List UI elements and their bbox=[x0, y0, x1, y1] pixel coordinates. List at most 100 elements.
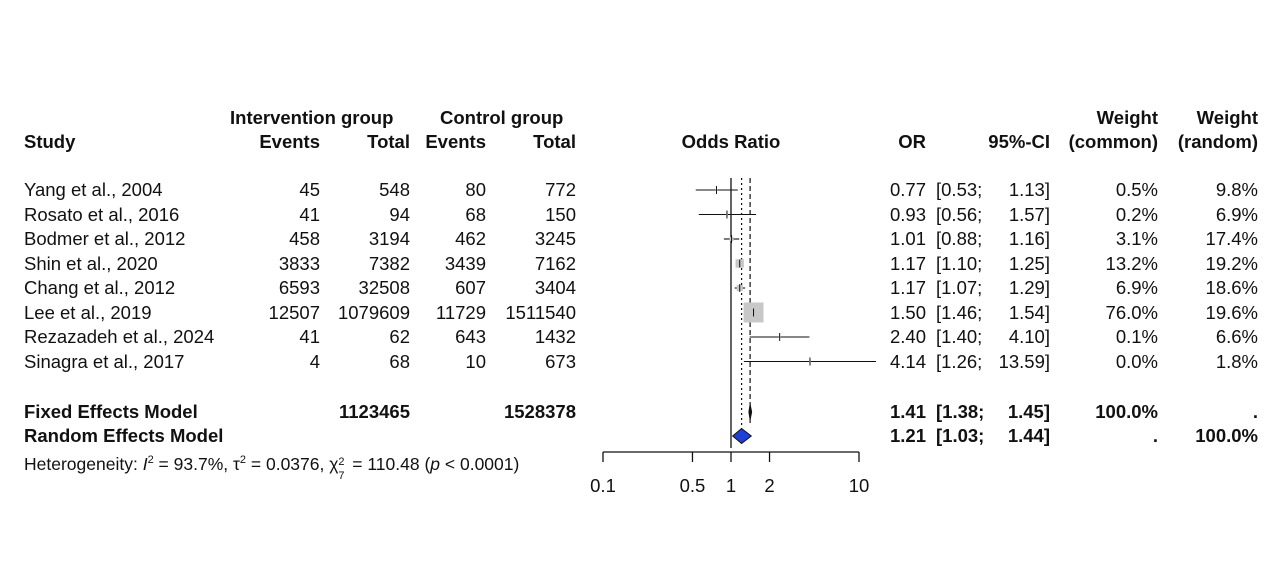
study-weight-common: 0.0% bbox=[1115, 350, 1158, 372]
random-model-or: 1.21 bbox=[889, 425, 926, 446]
total-control: 673 bbox=[545, 350, 576, 372]
total-control: 1432 bbox=[534, 326, 576, 347]
events-intervention: 4 bbox=[309, 350, 320, 372]
study-weight-random: 18.6% bbox=[1205, 277, 1258, 298]
chi-value: = 110.48 ( bbox=[347, 453, 431, 474]
study-weight-random: 9.8% bbox=[1215, 179, 1258, 200]
random-model-ci-lower: [1.03; bbox=[936, 425, 985, 446]
study-ci-upper: 4.10] bbox=[1008, 326, 1050, 347]
total-intervention: 68 bbox=[389, 350, 410, 372]
events-control: 68 bbox=[465, 203, 486, 225]
total-intervention-header: Total bbox=[367, 131, 410, 152]
fixed-model-or: 1.41 bbox=[889, 401, 926, 422]
study-ci-upper: 1.13] bbox=[1008, 179, 1050, 200]
weight-header-common: Weight bbox=[1096, 107, 1158, 128]
fixed-effect-diamond bbox=[748, 404, 753, 420]
study-weight-common: 0.1% bbox=[1115, 326, 1158, 347]
fixed-model-weight-common: 100.0% bbox=[1095, 401, 1158, 422]
study-or: 4.14 bbox=[889, 350, 926, 372]
events-intervention: 41 bbox=[299, 326, 320, 347]
events-control: 10 bbox=[465, 350, 486, 372]
heterogeneity-text: Heterogeneity: I2 = 93.7%, τ2 = 0.0376, … bbox=[24, 449, 520, 482]
events-control: 643 bbox=[455, 326, 486, 347]
study-ci-lower: [0.56; bbox=[936, 203, 983, 225]
study-or: 1.17 bbox=[889, 277, 926, 298]
total-control: 150 bbox=[545, 203, 576, 225]
study-weight-common: 13.2% bbox=[1105, 252, 1158, 274]
study-ci-lower: [0.88; bbox=[936, 228, 983, 249]
control-group-header: Control group bbox=[440, 107, 564, 128]
heterogeneity-prefix: Heterogeneity: bbox=[24, 453, 143, 474]
study-name: Yang et al., 2004 bbox=[24, 179, 163, 200]
intervention-group-header: Intervention group bbox=[230, 107, 394, 128]
study-name: Shin et al., 2020 bbox=[24, 252, 158, 274]
events-control: 607 bbox=[455, 277, 486, 298]
events-intervention: 6593 bbox=[278, 277, 320, 298]
random-model-ci-upper: 1.44] bbox=[1007, 425, 1050, 446]
study-name: Rezazadeh et al., 2024 bbox=[24, 326, 215, 347]
study-name: Chang et al., 2012 bbox=[24, 277, 176, 298]
study-weight-common: 76.0% bbox=[1105, 301, 1158, 323]
random-model-weight-random: 100.0% bbox=[1195, 425, 1258, 446]
total-intervention: 1079609 bbox=[337, 301, 410, 323]
study-weight-random: 6.9% bbox=[1215, 203, 1258, 225]
tau-sup: 2 bbox=[239, 454, 247, 466]
study-weight-common: 0.5% bbox=[1115, 179, 1158, 200]
fixed-model-label: Fixed Effects Model bbox=[24, 401, 198, 422]
total-intervention: 3194 bbox=[368, 228, 410, 249]
study-ci-lower: [1.07; bbox=[936, 277, 983, 298]
p-value: < 0.0001) bbox=[440, 453, 520, 474]
study-name: Sinagra et al., 2017 bbox=[24, 350, 185, 372]
study-ci-upper: 1.25] bbox=[1008, 252, 1050, 274]
total-intervention: 62 bbox=[389, 326, 410, 347]
study-or: 1.17 bbox=[889, 252, 926, 274]
events-intervention: 41 bbox=[299, 203, 320, 225]
study-or: 1.50 bbox=[889, 301, 926, 323]
events-control: 3439 bbox=[444, 252, 486, 274]
i2-value: = 93.7%, bbox=[153, 453, 233, 474]
total-control: 3245 bbox=[534, 228, 576, 249]
events-control: 462 bbox=[455, 228, 486, 249]
fixed-model-weight-random: . bbox=[1252, 401, 1258, 422]
study-weight-random: 19.2% bbox=[1205, 252, 1258, 274]
study-weight-common: 3.1% bbox=[1115, 228, 1158, 249]
study-ci-lower: [1.26; bbox=[936, 350, 983, 372]
events-intervention: 458 bbox=[289, 228, 320, 249]
fixed-model-total-intervention: 1123465 bbox=[338, 401, 410, 422]
chi-symbol: χ bbox=[329, 453, 339, 474]
study-or: 2.40 bbox=[889, 326, 926, 347]
study-column-header: Study bbox=[24, 131, 76, 152]
study-ci-upper: 1.54] bbox=[1008, 301, 1050, 323]
tau-symbol: τ bbox=[232, 453, 240, 474]
chi-sup: 2 bbox=[338, 455, 345, 468]
study-name: Lee et al., 2019 bbox=[24, 301, 152, 323]
tau-value: = 0.0376, bbox=[246, 453, 330, 474]
total-intervention: 7382 bbox=[368, 252, 410, 274]
x-axis-tick-label: 1 bbox=[726, 475, 736, 496]
study-or: 1.01 bbox=[889, 228, 926, 249]
x-axis-tick-label: 0.1 bbox=[590, 475, 616, 496]
study-weight-common: 6.9% bbox=[1115, 277, 1158, 298]
chi-sub: 7 bbox=[338, 469, 345, 482]
p-symbol: p bbox=[430, 453, 441, 474]
random-effect-diamond bbox=[731, 427, 753, 445]
x-axis-tick-label: 10 bbox=[849, 475, 870, 496]
study-ci-lower: [1.46; bbox=[936, 301, 983, 323]
events-control: 11729 bbox=[435, 301, 486, 323]
weight-random-header: (random) bbox=[1177, 131, 1258, 152]
x-axis-tick-label: 0.5 bbox=[680, 475, 706, 496]
total-intervention: 548 bbox=[379, 179, 410, 200]
study-ci-upper: 1.29] bbox=[1008, 277, 1050, 298]
events-control: 80 bbox=[465, 179, 486, 200]
events-intervention: 12507 bbox=[268, 301, 320, 323]
total-control: 1511540 bbox=[505, 301, 576, 323]
study-weight-random: 6.6% bbox=[1215, 326, 1258, 347]
study-ci-lower: [0.53; bbox=[936, 179, 983, 200]
study-ci-upper: 13.59] bbox=[998, 350, 1050, 372]
fixed-model-ci-lower: [1.38; bbox=[936, 401, 985, 422]
study-or: 0.77 bbox=[889, 179, 926, 200]
fixed-model-ci-upper: 1.45] bbox=[1007, 401, 1050, 422]
study-weight-common: 0.2% bbox=[1115, 203, 1158, 225]
x-axis-tick-label: 2 bbox=[764, 475, 774, 496]
